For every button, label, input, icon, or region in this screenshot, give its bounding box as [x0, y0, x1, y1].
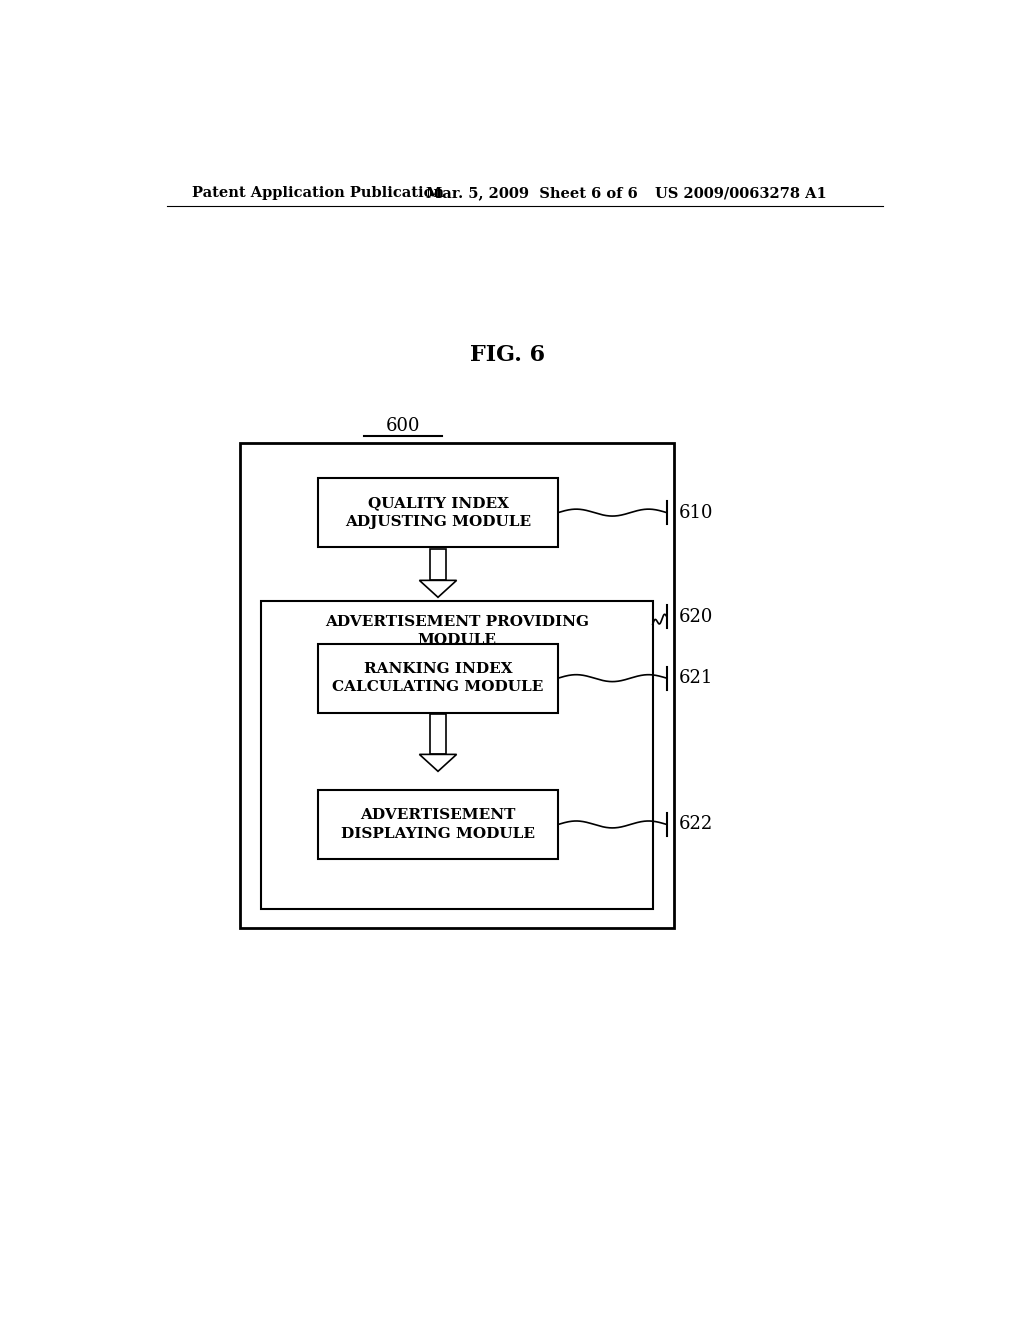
Text: 621: 621 [678, 669, 713, 688]
Bar [317, 478, 558, 548]
Bar [241, 444, 675, 928]
Polygon shape [420, 581, 457, 598]
Text: 600: 600 [386, 417, 421, 436]
Bar [317, 644, 558, 713]
Text: RANKING INDEX
CALCULATING MODULE: RANKING INDEX CALCULATING MODULE [333, 661, 544, 694]
Bar [430, 549, 445, 581]
Text: FIG. 6: FIG. 6 [470, 343, 546, 366]
Text: 610: 610 [678, 504, 713, 521]
Text: 620: 620 [678, 607, 713, 626]
Text: Patent Application Publication: Patent Application Publication [191, 186, 443, 201]
Text: QUALITY INDEX
ADJUSTING MODULE: QUALITY INDEX ADJUSTING MODULE [345, 496, 531, 529]
Polygon shape [420, 755, 457, 771]
Bar [317, 789, 558, 859]
Text: ADVERTISEMENT
DISPLAYING MODULE: ADVERTISEMENT DISPLAYING MODULE [341, 808, 535, 841]
Bar [430, 714, 445, 755]
Text: 622: 622 [678, 816, 713, 833]
Bar [261, 601, 652, 909]
Text: ADVERTISEMENT PROVIDING
MODULE: ADVERTISEMENT PROVIDING MODULE [325, 615, 589, 647]
Text: Mar. 5, 2009  Sheet 6 of 6: Mar. 5, 2009 Sheet 6 of 6 [426, 186, 638, 201]
Text: US 2009/0063278 A1: US 2009/0063278 A1 [655, 186, 826, 201]
